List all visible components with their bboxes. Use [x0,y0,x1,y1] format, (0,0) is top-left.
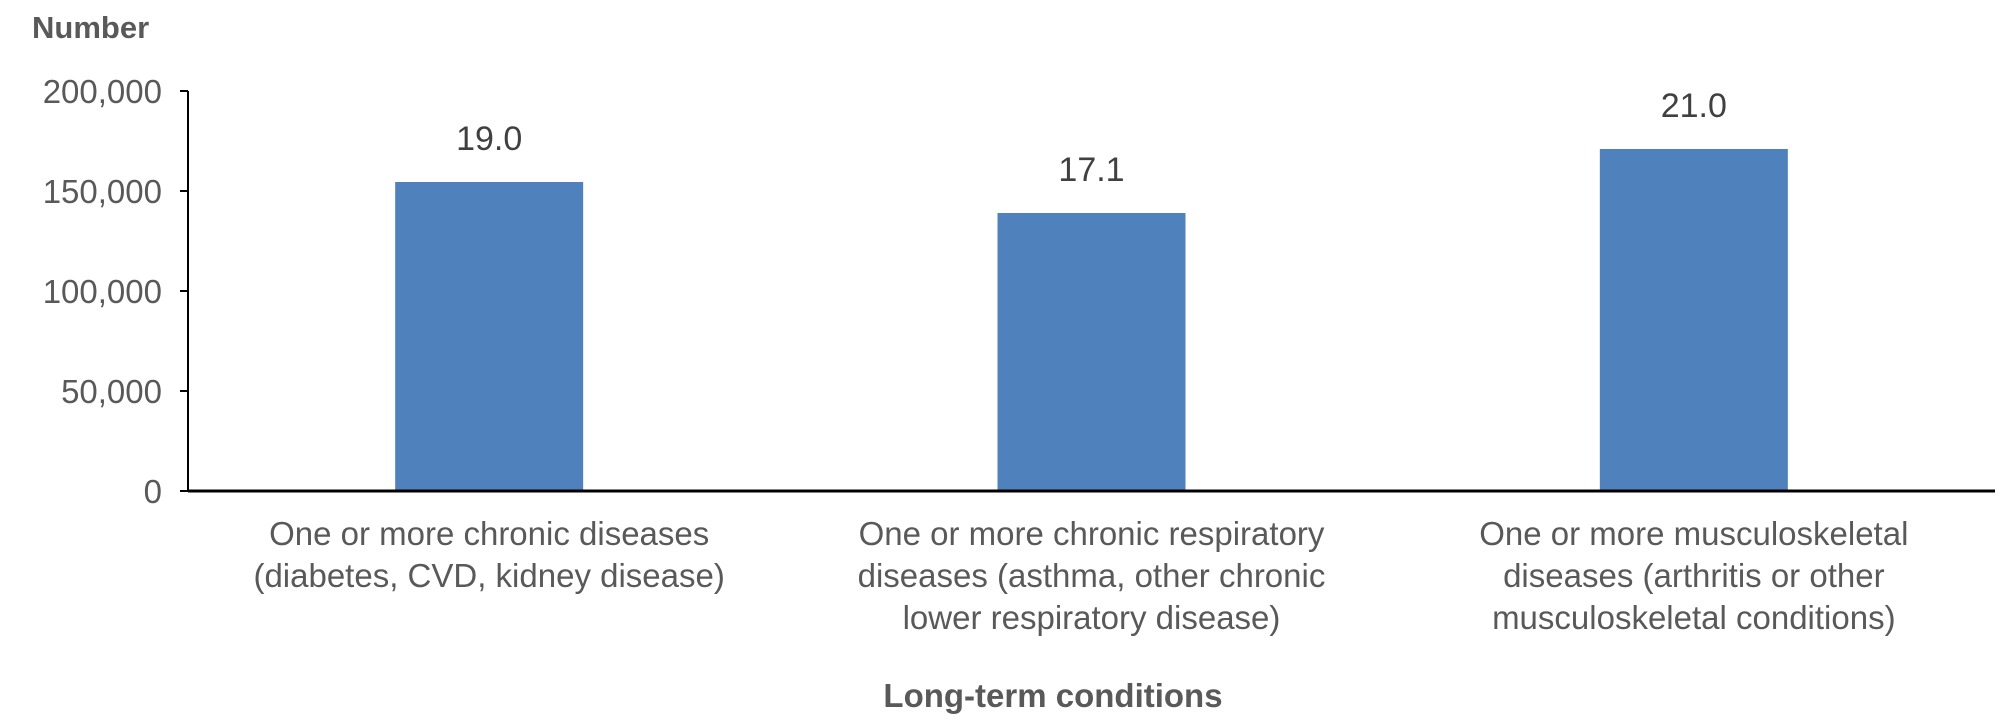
y-tick-label: 200,000 [43,73,162,110]
category-label: One or more chronic diseases (diabetes, C… [253,515,724,594]
y-tick-label: 100,000 [43,273,162,310]
category-label: One or more musculoskeletal diseases (art… [1479,515,1908,636]
category-label-line: lower respiratory disease) [903,599,1281,636]
data-labels: 19.0 17.1 21.0 [456,87,1727,189]
bar [395,182,584,491]
x-axis-category-labels: One or more chronic diseases (diabetes, C… [253,515,1908,636]
category-label-line: One or more chronic diseases [269,515,709,552]
category-label-line: diseases (asthma, other chronic [858,557,1326,594]
bar [997,213,1186,491]
x-axis-title: Long-term conditions [883,677,1222,714]
data-label: 17.1 [1058,151,1124,189]
category-label-line: musculoskeletal conditions) [1492,599,1896,636]
data-label: 19.0 [456,120,522,158]
category-label-line: diseases (arthritis or other [1503,557,1884,594]
y-tick-label: 50,000 [61,373,162,410]
category-label-line: (diabetes, CVD, kidney disease) [253,557,724,594]
y-axis-ticks: 0 50,000 100,000 150,000 200,000 [43,73,188,510]
category-label: One or more chronic respiratory diseases … [858,515,1326,636]
y-tick-label: 150,000 [43,173,162,210]
category-label-line: One or more musculoskeletal [1479,515,1908,552]
category-label-line: One or more chronic respiratory [859,515,1325,552]
bar [1599,149,1788,491]
bars [395,149,1788,491]
data-label: 21.0 [1661,87,1727,125]
y-axis-title: Number [32,10,149,45]
y-tick-label: 0 [144,473,162,510]
